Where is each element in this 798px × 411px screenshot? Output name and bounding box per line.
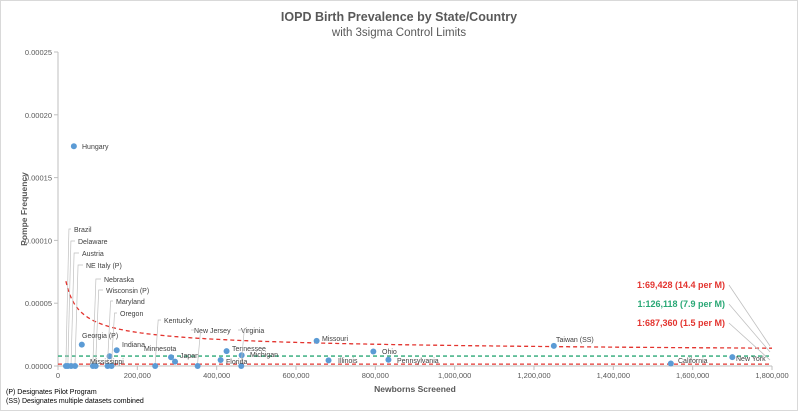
data-point-leader-line — [191, 329, 202, 364]
x-tick-label: 800,000 — [362, 371, 389, 380]
y-axis-label: Pompe Frequency — [19, 172, 29, 246]
footnote-combined: (SS) Designates multiple datasets combin… — [6, 398, 144, 405]
data-point-label: NE Italy (P) — [86, 263, 122, 270]
data-point-leader-line — [74, 264, 83, 364]
data-point — [172, 358, 179, 365]
chart-title: IOPD Birth Prevalence by State/Country — [280, 10, 518, 24]
data-point-label: New York — [736, 356, 766, 363]
y-tick-label: 0.00000 — [25, 362, 52, 371]
data-point — [325, 357, 332, 364]
data-point — [72, 363, 79, 369]
data-point-label: Mississippi — [90, 359, 124, 366]
data-point-leader-line — [95, 289, 103, 364]
data-point-label: Missouri — [322, 336, 349, 343]
data-point-label: Michigan — [250, 352, 278, 359]
reference-leader-line — [728, 322, 771, 361]
data-point-label: Florida — [226, 359, 248, 366]
data-point — [729, 354, 736, 361]
data-point-leader-line — [70, 252, 79, 364]
data-point — [78, 341, 85, 348]
data-point-label: Minnesota — [144, 346, 176, 353]
y-tick-label: 0.00020 — [25, 111, 52, 120]
chart-subtitle: with 3sigma Control Limits — [331, 27, 467, 39]
footnote-pilot: (P) Designates Pilot Program — [6, 389, 97, 396]
data-point-label: Brazil — [74, 227, 92, 234]
data-point-label: Ohio — [382, 349, 397, 356]
data-point-label: Kentucky — [164, 318, 193, 325]
x-tick-label: 1,200,000 — [517, 371, 550, 380]
data-point-label: Japan — [180, 353, 199, 360]
y-tick-label: 0.00025 — [25, 48, 52, 57]
y-tick-label: 0.00015 — [25, 174, 52, 183]
data-point — [550, 342, 557, 349]
data-point — [238, 363, 245, 369]
y-tick-label: 0.00010 — [25, 236, 52, 245]
reference-line-label: 1:126,118 (7.9 per M) — [637, 299, 725, 309]
x-tick-label: 1,800,000 — [755, 371, 788, 380]
data-point-label: Maryland — [116, 299, 145, 306]
data-point-leader-line — [238, 329, 245, 364]
footnotes: (P) Designates Pilot Program (SS) Design… — [6, 388, 144, 406]
reference-line-label: 1:687,360 (1.5 per M) — [637, 318, 725, 328]
data-point-leader-line — [111, 312, 117, 364]
data-point-leader-line — [67, 240, 75, 364]
data-point — [313, 337, 320, 344]
data-point — [108, 363, 115, 369]
reference-line-label: 1:69,428 (14.4 per M) — [637, 280, 725, 290]
data-point — [667, 360, 674, 367]
data-point — [70, 143, 77, 150]
data-point-label: Wisconsin (P) — [106, 288, 149, 295]
data-point-label: New Jersey — [194, 328, 231, 335]
data-point-label: Austria — [82, 251, 104, 258]
x-tick-label: 1,600,000 — [676, 371, 709, 380]
x-tick-label: 600,000 — [282, 371, 309, 380]
data-point — [217, 356, 224, 363]
data-point-label: Tennessee — [232, 346, 266, 353]
data-point — [370, 348, 377, 355]
reference-leader-line — [728, 284, 771, 347]
data-point-label: Oregon — [120, 311, 143, 318]
x-tick-label: 1,000,000 — [438, 371, 471, 380]
x-tick-label: 1,400,000 — [597, 371, 630, 380]
data-point-label: Hungary — [82, 144, 109, 151]
reference-leader-line — [728, 303, 771, 353]
data-point — [223, 348, 230, 355]
x-axis-label: Newborns Screened — [374, 384, 456, 394]
x-tick-label: 200,000 — [124, 371, 151, 380]
data-point-leader-line — [65, 228, 71, 364]
data-point — [385, 356, 392, 363]
upper-control-limit-line — [65, 281, 772, 349]
data-point-leader-line — [92, 278, 101, 364]
x-tick-label: 0 — [56, 371, 60, 380]
data-point — [168, 354, 175, 361]
data-point-label: California — [678, 358, 708, 365]
y-tick-label: 0.00005 — [25, 299, 52, 308]
data-point-label: Pennsylvania — [397, 358, 439, 365]
data-point-label: Indiana — [122, 342, 145, 349]
data-point-label: Georgia (P) — [82, 333, 118, 340]
data-point-leader-line — [107, 300, 113, 364]
data-point — [152, 363, 159, 369]
data-point — [194, 363, 201, 369]
data-point-leader-line — [154, 319, 161, 364]
data-point-label: Illinois — [338, 358, 358, 365]
data-point-label: Taiwan (SS) — [556, 337, 594, 344]
x-tick-label: 400,000 — [203, 371, 230, 380]
data-point-label: Virginia — [241, 328, 264, 335]
data-point — [113, 347, 120, 354]
data-point-label: Delaware — [78, 239, 108, 246]
data-point-label: Nebraska — [104, 277, 134, 284]
data-point — [92, 363, 99, 369]
